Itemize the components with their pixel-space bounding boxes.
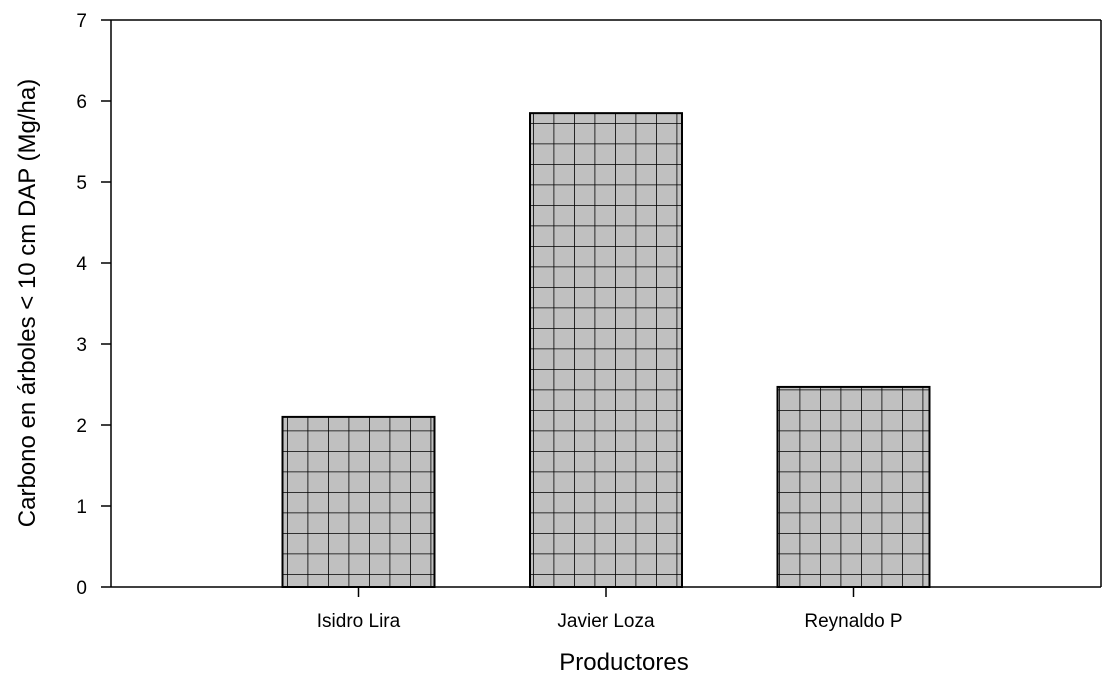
y-axis-title: Carbono en árboles < 10 cm DAP (Mg/ha) <box>14 79 41 527</box>
x-axis-ticks: Isidro Lira Javier Loza Reynaldo P <box>317 587 903 632</box>
y-tick-label: 4 <box>76 254 87 275</box>
y-tick-label: 3 <box>76 335 87 356</box>
y-tick-label: 6 <box>76 92 87 113</box>
y-tick-label: 2 <box>76 416 87 437</box>
x-tick-label: Javier Loza <box>557 611 655 632</box>
x-axis-title: Productores <box>559 649 688 676</box>
y-axis-ticks: 0 1 2 3 4 5 6 7 <box>76 11 111 599</box>
bar-reynaldo-p <box>778 387 930 587</box>
bar-javier-loza <box>530 113 682 587</box>
bar-isidro-lira <box>283 417 435 587</box>
y-tick-label: 0 <box>76 578 87 599</box>
y-tick-label: 5 <box>76 173 87 194</box>
y-tick-label: 1 <box>76 497 87 518</box>
bars <box>283 113 930 587</box>
x-tick-label: Reynaldo P <box>804 611 902 632</box>
x-tick-label: Isidro Lira <box>317 611 401 632</box>
y-tick-label: 7 <box>76 11 87 32</box>
